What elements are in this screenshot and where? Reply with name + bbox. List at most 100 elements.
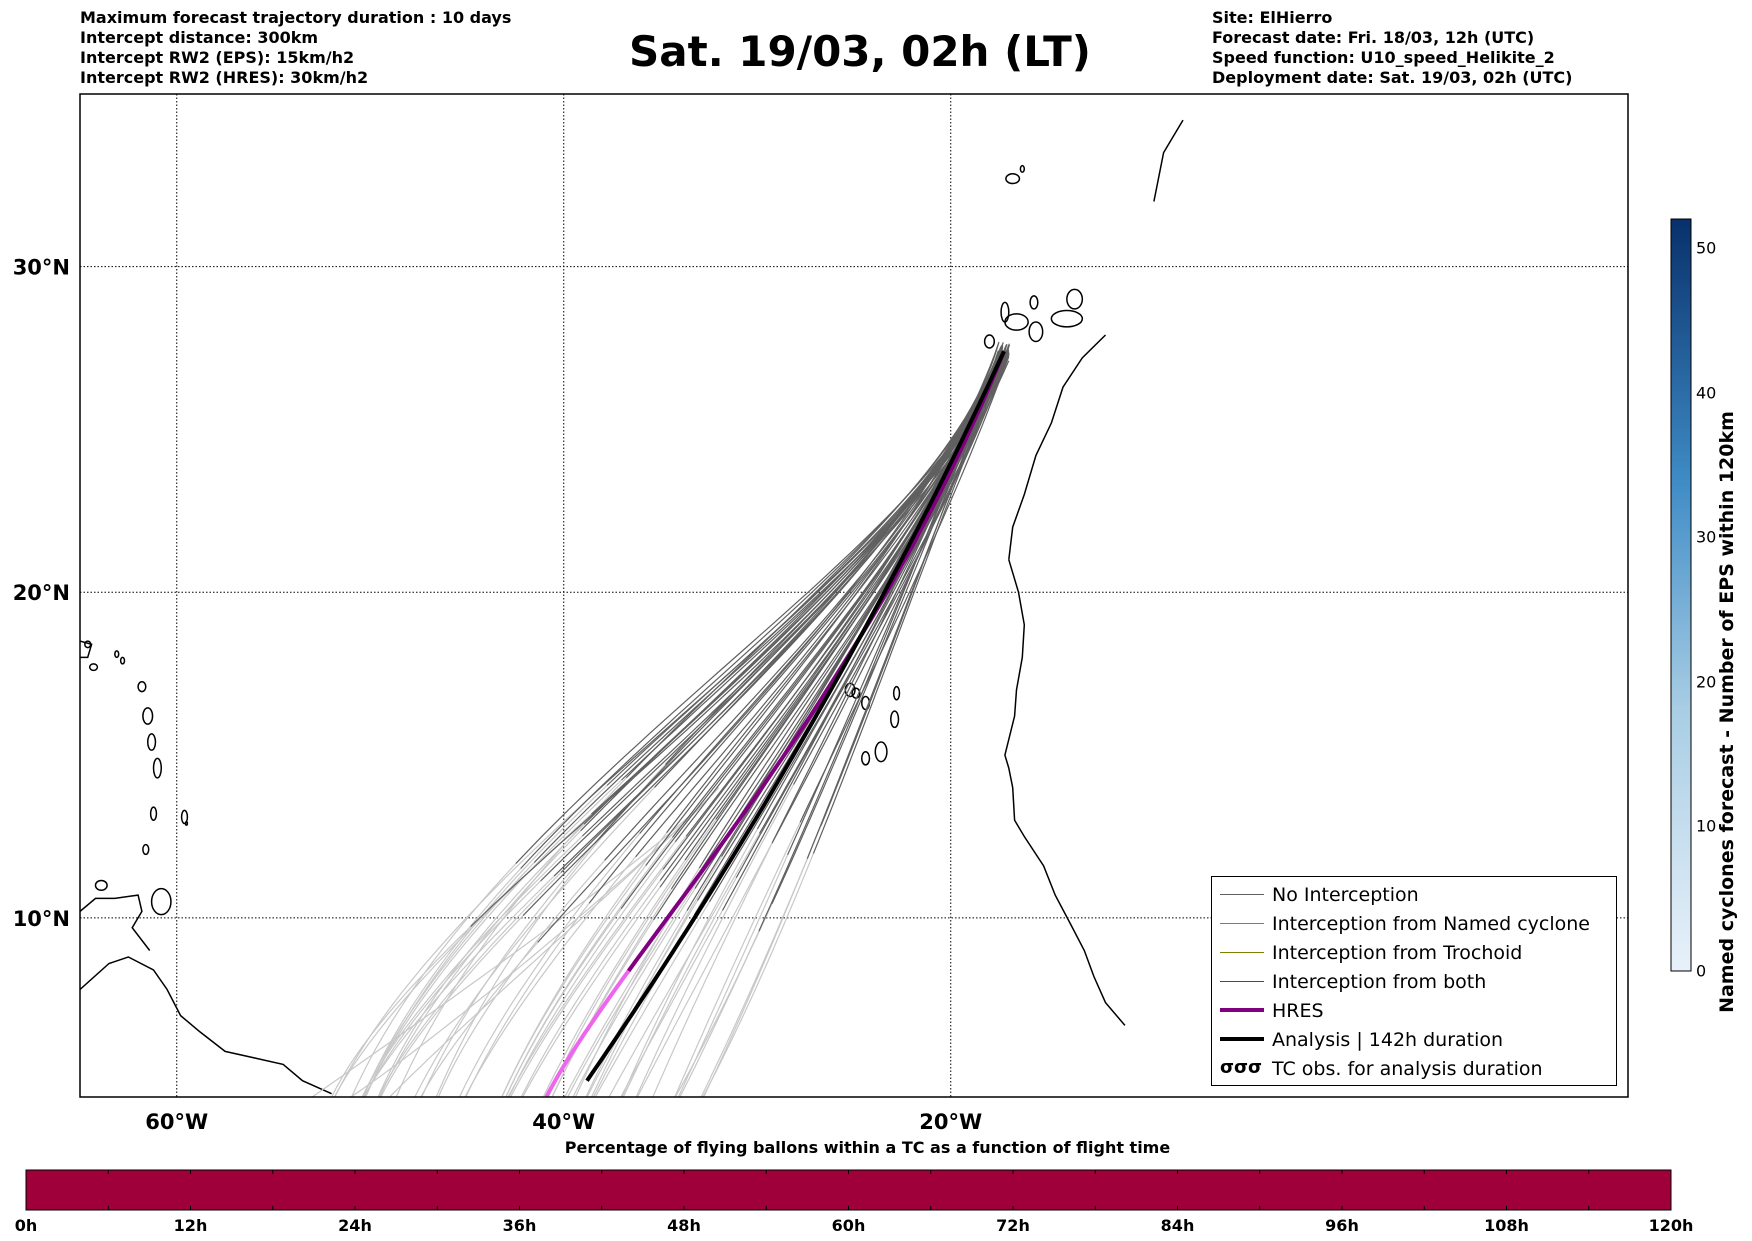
ensemble-track-faded	[362, 868, 522, 1097]
pct-tick-label: 12h	[173, 1216, 208, 1235]
ensemble-track-faded	[567, 840, 725, 1097]
intercept-eps-text: Intercept RW2 (EPS): 15km/h2	[80, 48, 355, 67]
ensemble-track-faded	[364, 779, 622, 1097]
ensemble-track-faded	[635, 784, 795, 1097]
lon-label: 20°W	[919, 1110, 982, 1134]
ensemble-track-faded	[620, 910, 724, 1097]
lat-label: 10°N	[13, 907, 70, 931]
colorbar-tick-label: 40	[1696, 383, 1717, 403]
ensemble-track	[520, 350, 999, 869]
colorbar-tick-label: 20	[1696, 672, 1717, 692]
pct-tick-label: 72h	[996, 1216, 1030, 1235]
ensemble-track-faded	[702, 853, 814, 1097]
ensemble-track-faded	[608, 833, 760, 1097]
ensemble-track-faded	[621, 828, 758, 1097]
ensemble-track-faded	[377, 823, 585, 1097]
tc-symbol-icon: σσσ	[1220, 1057, 1263, 1078]
lat-label: 30°N	[13, 256, 70, 280]
ensemble-track-faded	[674, 903, 773, 1097]
ensemble-track-faded	[380, 915, 524, 1097]
ensemble-tracks	[470, 341, 1011, 943]
hres-track-early	[544, 969, 631, 1097]
ensemble-track-faded	[420, 942, 539, 1097]
ensemble-track-faded	[395, 777, 627, 1097]
percentage-bar-title: Percentage of flying ballons within a TC…	[564, 1138, 1171, 1157]
ensemble-track-faded	[334, 797, 590, 1097]
legend-item-hres: HRES	[1212, 997, 1616, 1025]
ensemble-track	[625, 344, 999, 779]
ensemble-track-faded	[350, 787, 719, 1097]
ensemble-track	[812, 360, 1005, 854]
map-frame	[79, 93, 1629, 1098]
colorbar-tick-label: 30	[1696, 527, 1717, 547]
ensemble-track-faded	[365, 785, 608, 1097]
deployment-date-text: Deployment date: Sat. 19/03, 02h (UTC)	[1212, 68, 1573, 87]
ensemble-track	[708, 360, 1007, 903]
ensemble-track-faded	[652, 842, 773, 1097]
ensemble-track-faded	[465, 902, 590, 1097]
ensemble-track-faded	[501, 865, 647, 1097]
ensemble-track-faded	[622, 877, 737, 1097]
ensemble-track	[662, 351, 1001, 870]
ensemble-track-faded	[510, 869, 664, 1097]
lon-label: 40°W	[532, 1110, 595, 1134]
ensemble-track-faded	[674, 821, 801, 1097]
ensemble-track	[664, 344, 1008, 765]
ensemble-track	[635, 346, 1002, 858]
page-title: Sat. 19/03, 02h (LT)	[629, 27, 1091, 76]
legend-item-analysis: Analysis | 142h duration	[1212, 1026, 1616, 1054]
ensemble-track-faded	[703, 858, 808, 1097]
ensemble-track	[672, 359, 1000, 838]
legend-item-no-interception: No Interception	[1212, 881, 1616, 909]
ensemble-track-faded	[311, 787, 719, 1097]
legend-item-trochoid: Interception from Trochoid	[1212, 939, 1616, 967]
ensemble-track	[604, 354, 1003, 861]
ensemble-track-faded	[542, 859, 686, 1097]
ensemble-track	[772, 355, 1007, 842]
pct-tick-label: 96h	[1325, 1216, 1359, 1235]
hres-track	[626, 350, 1006, 973]
ensemble-track-faded	[594, 901, 711, 1097]
ensemble-track	[581, 349, 1009, 837]
ensemble-track	[674, 343, 1010, 843]
pct-tick-label: 0h	[14, 1216, 38, 1235]
header-left-info: Maximum forecast trajectory duration : 1…	[80, 8, 511, 88]
ensemble-track-faded	[520, 880, 661, 1097]
ensemble-track	[553, 357, 1000, 877]
pct-tick-label: 24h	[338, 1216, 372, 1235]
ensemble-track-faded	[572, 888, 696, 1097]
pct-tick-label: 36h	[502, 1216, 537, 1235]
speed-function-text: Speed function: U10_speed_Helikite_2	[1212, 48, 1555, 67]
colorbar	[1670, 218, 1692, 972]
lon-label: 60°W	[145, 1110, 208, 1134]
ensemble-track-faded	[437, 859, 606, 1097]
ensemble-track-faded	[551, 919, 655, 1097]
colorbar-tick-label: 50	[1696, 238, 1717, 258]
legend-item-tc-obs: σσσ TC obs. for analysis duration	[1220, 1057, 1543, 1080]
legend: No Interception Interception from Named …	[1211, 876, 1617, 1086]
ensemble-track	[470, 351, 1005, 928]
ensemble-track-faded	[547, 819, 717, 1097]
ensemble-track-faded	[507, 836, 687, 1097]
ensemble-track-faded	[331, 926, 472, 1097]
ensemble-track-faded	[522, 886, 661, 1097]
ensemble-track	[606, 352, 1003, 786]
ensemble-track-faded	[458, 833, 641, 1097]
ensemble-track	[659, 355, 1000, 888]
ensemble-track-faded	[361, 861, 535, 1097]
ensemble-track-faded	[585, 910, 688, 1097]
ensemble-track-faded	[508, 841, 676, 1097]
pct-tick-label: 48h	[667, 1216, 701, 1235]
lat-label: 20°N	[13, 581, 70, 605]
colorbar-tick-label: 10	[1696, 816, 1717, 836]
intercept-distance-text: Intercept distance: 300km	[80, 28, 319, 47]
intercept-hres-text: Intercept RW2 (HRES): 30km/h2	[80, 68, 369, 87]
ensemble-track-faded	[636, 840, 774, 1097]
ensemble-track	[771, 355, 1003, 905]
legend-item-named-cyclone: Interception from Named cyclone	[1212, 910, 1616, 938]
colorbar-tick-label: 0	[1696, 961, 1707, 981]
pct-tick-label: 84h	[1160, 1216, 1195, 1235]
analysis-track	[585, 350, 1006, 1082]
coastlines	[80, 119, 1184, 1095]
